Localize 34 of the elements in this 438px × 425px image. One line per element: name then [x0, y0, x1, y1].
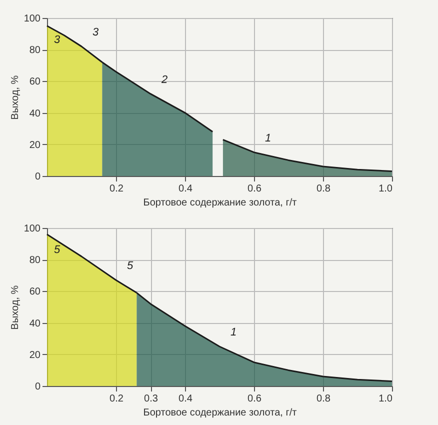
annotation: 5 [54, 244, 61, 256]
y-tick-label: 20 [29, 350, 41, 361]
y-tick-label: 0 [34, 172, 41, 182]
y-tick-label: 20 [29, 140, 41, 151]
annotation: 1 [264, 132, 272, 144]
annotation: 2 [160, 74, 168, 86]
annotation: 1 [230, 326, 237, 338]
annotation: 3 [54, 34, 61, 46]
y-tick-label: 40 [29, 318, 41, 330]
x-tick-label: 0.6 [248, 394, 262, 404]
x-tick-label: 0.8 [316, 184, 331, 194]
y-tick-label: 0 [34, 382, 41, 392]
y-axis-title: Выход, % [10, 285, 21, 330]
y-tick-label: 80 [29, 45, 41, 56]
x-axis-title: Бортовое содержание золота, г/т [143, 198, 298, 208]
y-tick-label: 100 [24, 224, 41, 234]
x-tick-label: 0.6 [248, 184, 262, 194]
x-tick-label: 0.4 [178, 184, 193, 194]
annotation: 5 [126, 260, 134, 272]
y-tick-label: 60 [29, 286, 41, 298]
y-axis-title: Выход, % [10, 75, 21, 120]
y-tick-label: 80 [29, 255, 41, 266]
y-tick-label: 60 [29, 76, 41, 88]
x-tick-label: 0.4 [178, 394, 193, 404]
x-axis-title: Бортовое содержание золота, г/т [143, 408, 298, 418]
x-tick-label: 0.2 [110, 394, 124, 404]
x-tick-label: 1.0 [378, 394, 393, 404]
annotation: 3 [92, 26, 100, 38]
x-tick-label: 0.3 [144, 394, 158, 404]
x-tick-label: 1.0 [378, 184, 393, 194]
y-tick-label: 40 [29, 108, 41, 120]
x-tick-label: 0.2 [110, 184, 124, 194]
y-tick-label: 100 [24, 14, 41, 24]
x-tick-label: 0.8 [316, 394, 331, 404]
